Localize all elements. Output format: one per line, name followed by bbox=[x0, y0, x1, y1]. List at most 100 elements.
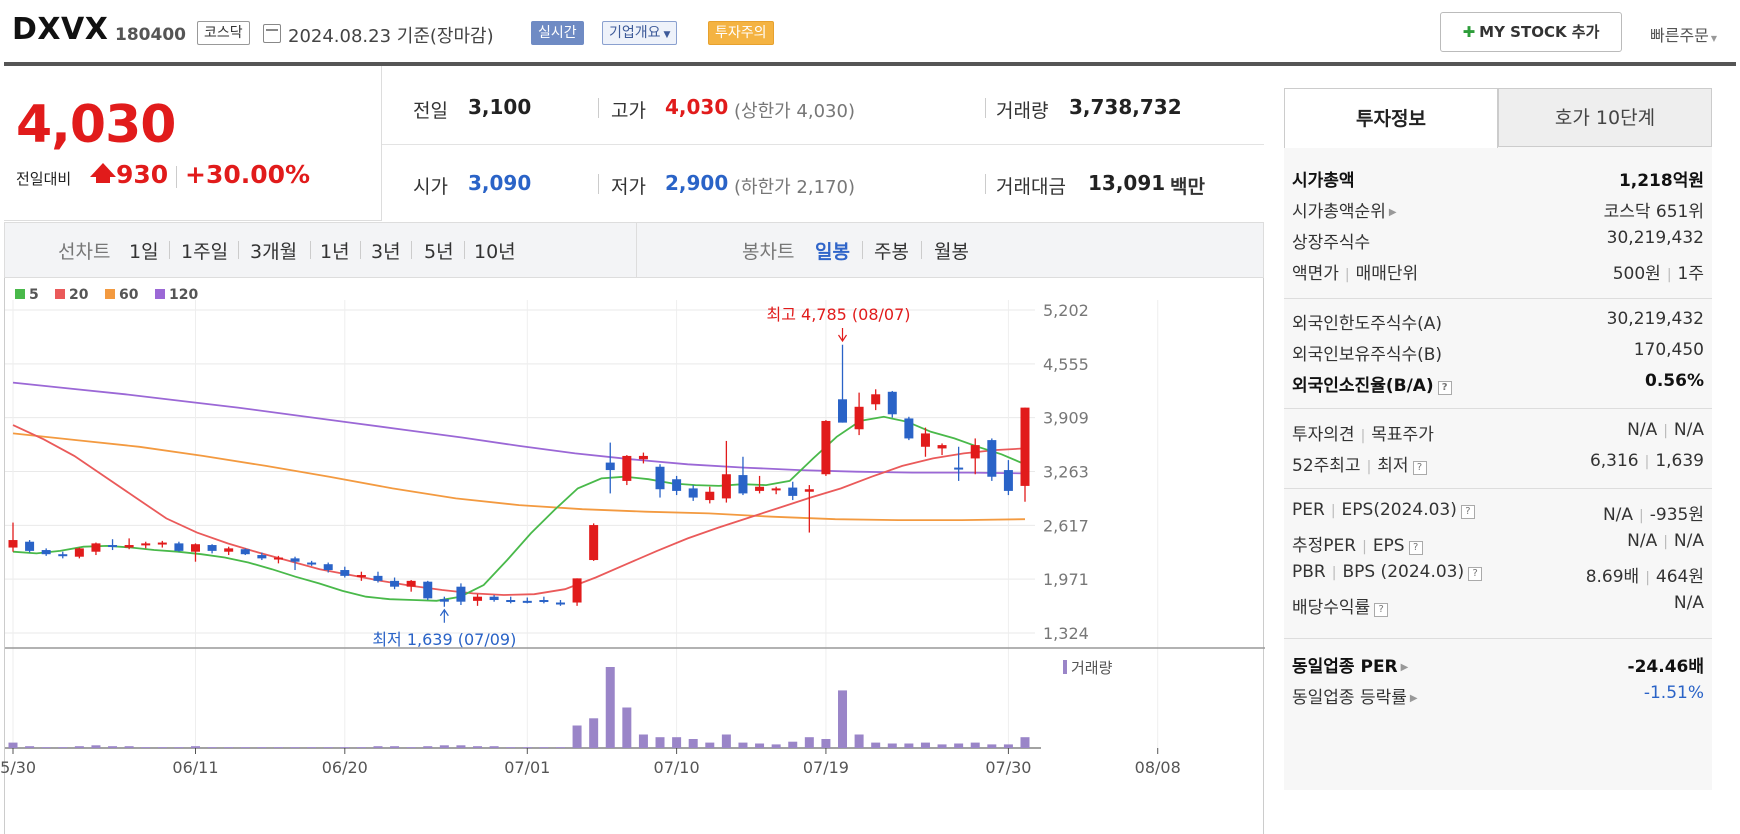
x-tick-label: 06/11 bbox=[172, 758, 218, 777]
lower-limit: (하한가 2,170) bbox=[734, 177, 855, 198]
chevron-down-icon: ▼ bbox=[663, 30, 671, 40]
volume-bar bbox=[904, 743, 914, 748]
info-row: 상장주식수 30,219,432 bbox=[1292, 228, 1704, 256]
volume-bar bbox=[141, 747, 151, 748]
info-row-value: N/A bbox=[1674, 593, 1704, 613]
add-mystock-label: MY STOCK 추가 bbox=[1479, 23, 1600, 41]
volume-bar bbox=[323, 747, 333, 748]
candle-0[interactable]: 일봉 bbox=[815, 241, 850, 263]
high-value: 4,030 bbox=[665, 95, 729, 119]
quick-order-label: 빠른주문 bbox=[1650, 26, 1709, 45]
info-row-value: -24.46배 bbox=[1628, 652, 1704, 677]
info-row: 액면가 | 매매단위 500원 | 1주 bbox=[1292, 259, 1704, 287]
stock-chart[interactable]: 5 20 60 120 5,202 4,555 3,909 3,263 2,617 1,971 1,… bbox=[0, 278, 1363, 834]
quick-order-dropdown[interactable]: 빠른주문 ▼ bbox=[1650, 22, 1717, 46]
divider bbox=[176, 166, 177, 188]
period-5[interactable]: 5년 bbox=[424, 241, 454, 263]
legend-swatch bbox=[15, 289, 25, 299]
candle-body bbox=[273, 557, 283, 560]
help-icon[interactable]: ? bbox=[1408, 541, 1423, 555]
realtime-button[interactable]: 실시간 bbox=[531, 21, 584, 45]
info-row-label: 추정PER | EPS? bbox=[1292, 531, 1423, 556]
candle-body bbox=[356, 575, 366, 578]
panel-divider bbox=[1284, 298, 1712, 299]
period-1[interactable]: 1주일 bbox=[181, 241, 229, 263]
info-row-value: 30,219,432 bbox=[1607, 228, 1704, 248]
x-tick-label: 05/30 bbox=[0, 758, 36, 777]
add-mystock-button[interactable]: ✚ MY STOCK 추가 bbox=[1440, 12, 1622, 52]
current-price: 4,030 bbox=[16, 95, 176, 155]
volume-bar bbox=[224, 747, 234, 748]
candle-body bbox=[290, 558, 300, 562]
period-separator bbox=[464, 241, 465, 259]
caret-right-icon[interactable]: ▶ bbox=[1409, 693, 1418, 704]
volume-bar bbox=[257, 747, 267, 748]
candle-body bbox=[323, 564, 333, 571]
stock-code: 180400 bbox=[115, 25, 186, 45]
info-row-label: 외국인보유주식수(B) bbox=[1292, 340, 1442, 365]
high-annotation: 최고 4,785 (08/07) bbox=[767, 305, 911, 324]
candle-body bbox=[340, 570, 350, 576]
volume-bar bbox=[473, 746, 483, 748]
period-separator bbox=[411, 241, 412, 259]
candle-body bbox=[920, 433, 930, 447]
legend-label: 20 bbox=[69, 287, 89, 303]
x-tick-label: 08/08 bbox=[1135, 758, 1181, 777]
help-icon[interactable]: ? bbox=[1460, 505, 1475, 519]
info-label: 시가총액 bbox=[1292, 171, 1355, 191]
volume-bar bbox=[655, 737, 665, 748]
corp-overview-dropdown[interactable]: 기업개요 ▼ bbox=[602, 21, 678, 45]
caret-right-icon[interactable]: ▶ bbox=[1388, 207, 1397, 218]
help-icon[interactable]: ? bbox=[1437, 381, 1452, 395]
period-2[interactable]: 3개월 bbox=[250, 241, 298, 263]
info-value-secondary: N/A bbox=[1673, 420, 1704, 440]
period-4[interactable]: 3년 bbox=[371, 241, 401, 263]
info-row-label: 동일업종 등락률 ▶ bbox=[1292, 683, 1418, 708]
prev-close-label: 전일 bbox=[413, 100, 448, 122]
candle-body bbox=[522, 600, 532, 603]
info-value: 6,316 bbox=[1589, 451, 1639, 471]
candle-body bbox=[224, 548, 234, 552]
info-row: 동일업종 등락률 ▶ -1.51% bbox=[1292, 683, 1704, 711]
candle-body bbox=[456, 586, 466, 602]
candle-body bbox=[240, 549, 250, 555]
volume-bar bbox=[755, 743, 765, 748]
high-label: 고가 bbox=[611, 100, 646, 122]
volume-bar bbox=[373, 746, 383, 748]
candle-1[interactable]: 주봉 bbox=[874, 241, 909, 263]
candle-2[interactable]: 월봉 bbox=[934, 241, 969, 263]
price-box bbox=[4, 66, 382, 221]
period-3[interactable]: 1년 bbox=[320, 241, 350, 263]
help-icon[interactable]: ? bbox=[1468, 567, 1483, 581]
info-value-secondary: -935원 bbox=[1649, 505, 1704, 525]
help-icon[interactable]: ? bbox=[1374, 603, 1389, 617]
legend-label: 60 bbox=[119, 287, 139, 303]
info-label: PER bbox=[1292, 500, 1325, 520]
info-row-label: 52주최고 | 최저? bbox=[1292, 451, 1427, 476]
volume-bar bbox=[589, 718, 599, 748]
info-value: 1,218억원 bbox=[1618, 171, 1704, 191]
candle-body bbox=[705, 491, 715, 501]
volume-bar bbox=[688, 739, 698, 748]
volume-bar bbox=[987, 744, 997, 748]
volume-bar bbox=[439, 745, 449, 748]
period-0[interactable]: 1일 bbox=[129, 241, 159, 263]
candle-body bbox=[655, 466, 665, 490]
period-6[interactable]: 10년 bbox=[474, 241, 516, 263]
stock-name: DXVX bbox=[12, 12, 109, 47]
info-row-value: 6,316 | 1,639 bbox=[1590, 451, 1704, 471]
info-label: 배당수익률 bbox=[1292, 598, 1371, 618]
tab-invest-info[interactable]: 투자정보 bbox=[1284, 88, 1498, 148]
volume-bar bbox=[74, 746, 84, 748]
volume-bar bbox=[489, 746, 499, 748]
volume-bar bbox=[1003, 744, 1013, 748]
header-divider bbox=[4, 62, 1736, 66]
candle-body bbox=[821, 420, 831, 475]
investment-warning-badge: 투자주의 bbox=[708, 21, 774, 45]
volume-bar bbox=[920, 742, 930, 748]
caret-right-icon[interactable]: ▶ bbox=[1400, 662, 1409, 673]
info-value: 30,219,432 bbox=[1606, 309, 1704, 329]
tab-orderbook[interactable]: 호가 10단계 bbox=[1498, 88, 1712, 147]
info-row-value: 500원 | 1주 bbox=[1613, 259, 1704, 284]
help-icon[interactable]: ? bbox=[1412, 461, 1427, 475]
